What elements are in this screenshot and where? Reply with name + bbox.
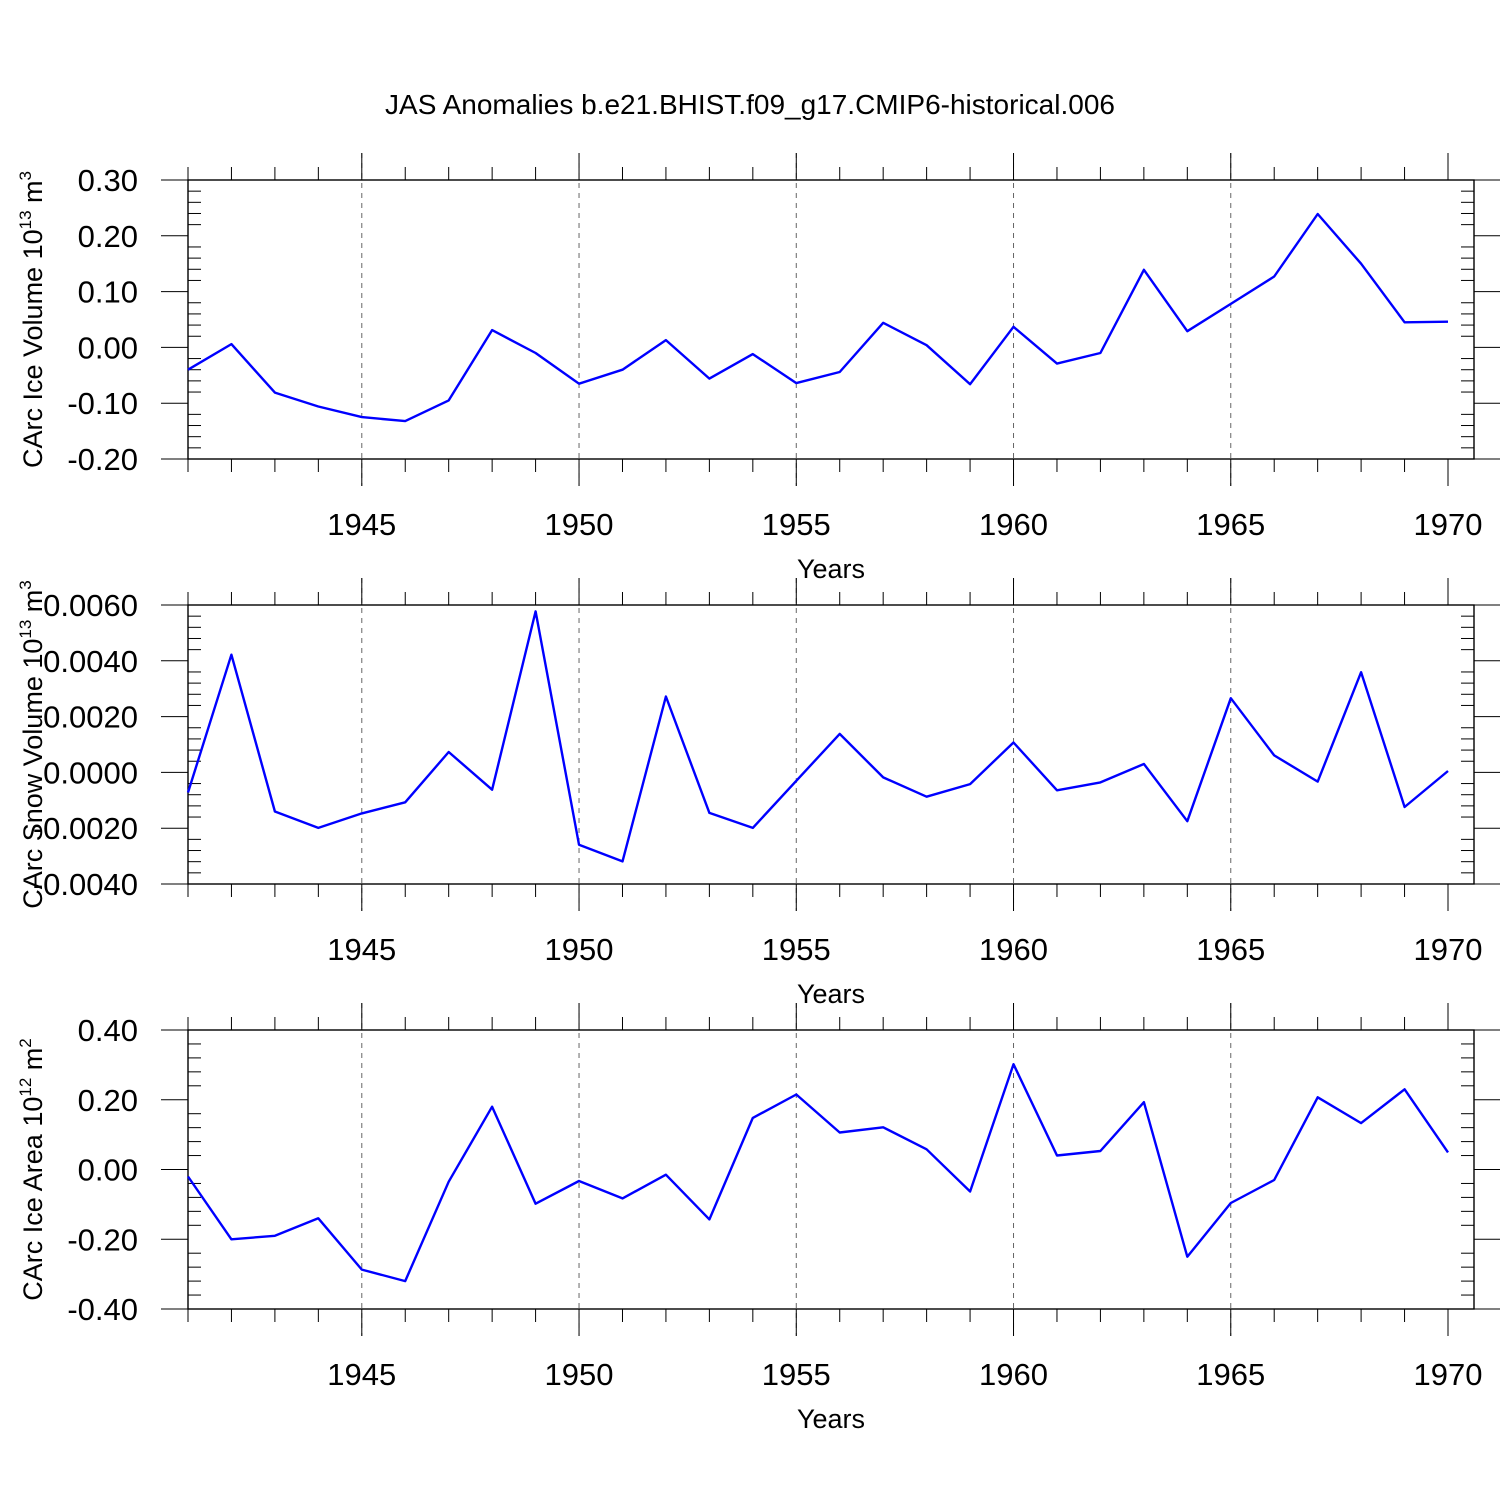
y-tick-label: 0.0040 <box>43 644 138 679</box>
y-tick-label: -0.20 <box>67 1222 138 1257</box>
x-tick-label: 1960 <box>979 507 1048 542</box>
plot-frame <box>187 604 1475 885</box>
y-axis-label-unit: m <box>18 1048 48 1078</box>
x-axis-label: Years <box>797 1404 865 1434</box>
y-tick-label: 0.00 <box>78 1153 138 1188</box>
y-tick-label: -0.10 <box>67 386 138 421</box>
x-tick-label: 1970 <box>1414 1357 1483 1392</box>
series-line <box>187 1062 1449 1283</box>
panel-2: -0.0040 -0.0020 0.0000 0.0020 0.0040 0.0060 19… <box>16 578 1500 1009</box>
x-tick-label: 1950 <box>545 507 614 542</box>
y-tick-label: 0.00 <box>78 330 138 365</box>
x-axis-label: Years <box>797 979 865 1009</box>
x-tick-label: 1970 <box>1414 507 1483 542</box>
plot-frame <box>187 1029 1475 1310</box>
x-tick-label: 1970 <box>1414 932 1483 967</box>
x-tick-label: 1965 <box>1196 1357 1265 1392</box>
x-axis-label: Years <box>797 554 865 584</box>
y-tick-label: 0.40 <box>78 1013 138 1048</box>
x-tick-label: 1950 <box>545 932 614 967</box>
plot-frame <box>187 179 1475 460</box>
y-axis-label-unit: m <box>18 180 48 210</box>
y-tick-label: -0.0020 <box>33 811 138 846</box>
y-tick-label: 0.30 <box>78 163 138 198</box>
x-tick-label: 1945 <box>327 1357 396 1392</box>
x-tick-label: 1955 <box>762 1357 831 1392</box>
x-tick-label: 1955 <box>762 507 831 542</box>
y-tick-label: -0.20 <box>67 442 138 477</box>
y-axis-label-exponent: 12 <box>16 1078 35 1097</box>
series-line <box>186 610 1449 863</box>
x-tick-label: 1965 <box>1196 932 1265 967</box>
y-axis-label-text: CArc Snow Volume 10 <box>18 639 48 909</box>
y-axis-label-exponent: 13 <box>16 620 35 639</box>
x-tick-label: 1965 <box>1196 507 1265 542</box>
y-tick-label: 0.20 <box>78 1083 138 1118</box>
y-axis-label: CArc Ice Volume 1013 m3 <box>16 171 48 468</box>
y-axis-label: CArc Ice Area 1012 m2 <box>16 1038 48 1301</box>
y-tick-label: 0.0060 <box>43 588 138 623</box>
y-axis-label-unit-exponent: 2 <box>16 1038 35 1047</box>
y-axis-label-unit-exponent: 3 <box>16 171 35 180</box>
y-axis-label-exponent: 13 <box>16 210 35 229</box>
x-tick-label: 1960 <box>979 932 1048 967</box>
y-tick-label: 0.20 <box>78 219 138 254</box>
x-tick-label: 1945 <box>327 507 396 542</box>
y-axis-label: CArc Snow Volume 1013 m3 <box>16 580 48 909</box>
y-tick-label: -0.0040 <box>33 867 138 902</box>
y-axis-label-unit: m <box>18 590 48 620</box>
panel-3: -0.40 -0.20 0.00 0.20 0.40 1945 1950 1955 1960 19… <box>16 1003 1500 1434</box>
y-tick-label: 0.10 <box>78 275 138 310</box>
y-tick-label: 0.0020 <box>43 700 138 735</box>
chart-title: JAS Anomalies b.e21.BHIST.f09_g17.CMIP6-… <box>385 89 1115 120</box>
series-line <box>187 212 1449 423</box>
panel-1: -0.20 -0.10 0.00 0.10 0.20 0.30 1945 1950 1955 19… <box>16 153 1500 584</box>
x-tick-label: 1955 <box>762 932 831 967</box>
y-axis-label-unit-exponent: 3 <box>16 580 35 589</box>
y-tick-label: -0.40 <box>67 1292 138 1327</box>
y-tick-label: 0.0000 <box>43 755 138 790</box>
x-tick-label: 1950 <box>545 1357 614 1392</box>
x-tick-label: 1960 <box>979 1357 1048 1392</box>
y-axis-label-text: CArc Ice Volume 10 <box>18 229 48 468</box>
y-axis-label-text: CArc Ice Area 10 <box>18 1097 48 1301</box>
x-tick-label: 1945 <box>327 932 396 967</box>
